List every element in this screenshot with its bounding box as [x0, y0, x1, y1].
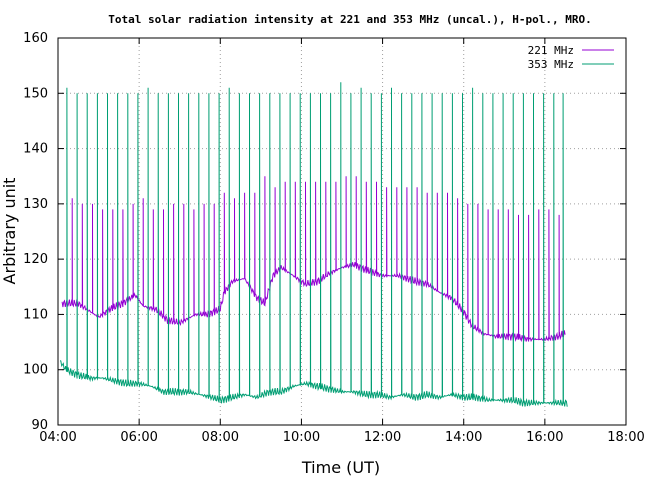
legend-label: 353 MHz	[528, 58, 574, 71]
y-tick-label: 90	[31, 418, 48, 433]
y-tick-label: 140	[23, 142, 48, 157]
x-axis-label: Time (UT)	[301, 458, 380, 477]
x-tick-label: 18:00	[607, 430, 644, 445]
y-tick-label: 150	[23, 86, 48, 101]
x-tick-label: 10:00	[283, 430, 320, 445]
y-tick-label: 100	[23, 363, 48, 378]
y-tick-label: 160	[23, 31, 48, 46]
x-tick-label: 06:00	[120, 430, 157, 445]
x-tick-label: 14:00	[445, 430, 482, 445]
series-line-2	[59, 82, 568, 407]
grid-lines	[58, 38, 626, 425]
legend-label: 221 MHz	[528, 44, 574, 57]
series-line-1	[61, 176, 566, 343]
y-axis-label: Arbitrary unit	[0, 178, 19, 285]
x-tick-label: 04:00	[39, 430, 76, 445]
series-lines	[59, 82, 568, 407]
axis-ticks: 04:00 06:00 08:00 10:00 12:00 14:00 16:00 18:00…	[23, 31, 645, 445]
chart-title: Total solar radiation intensity at 221 a…	[108, 13, 591, 26]
y-tick-label: 130	[23, 197, 48, 212]
x-tick-label: 16:00	[526, 430, 563, 445]
plot-frame	[57, 37, 627, 426]
x-tick-label: 08:00	[202, 430, 239, 445]
y-tick-label: 120	[23, 252, 48, 267]
y-tick-label: 110	[23, 307, 48, 322]
x-tick-label: 12:00	[364, 430, 401, 445]
